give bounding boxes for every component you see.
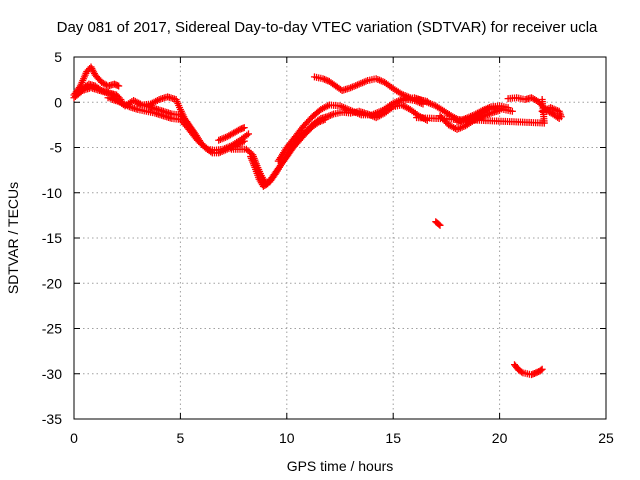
data-point	[413, 114, 421, 122]
x-tick-label: 15	[385, 430, 401, 446]
data-point	[504, 104, 512, 112]
data-point	[436, 221, 444, 229]
series-arc-g	[215, 124, 248, 144]
series-arc-f	[134, 100, 197, 136]
data-point	[328, 111, 336, 119]
data-point	[435, 220, 443, 228]
x-tick-labels: 0 5 10 15 20 25	[70, 430, 614, 446]
gridlines	[74, 57, 606, 419]
series-arc-i	[247, 115, 329, 190]
data-point	[322, 76, 330, 84]
y-tick-label: -30	[42, 366, 62, 382]
y-tick-label: -15	[42, 230, 62, 246]
data-point	[240, 124, 248, 132]
data-point	[326, 111, 334, 119]
data-point	[325, 112, 333, 120]
x-tick-label: 10	[279, 430, 295, 446]
y-tick-label: 5	[54, 49, 62, 65]
y-tick-label: 0	[54, 94, 62, 110]
data-point	[557, 113, 565, 121]
y-axis-title: SDTVAR / TECUs	[5, 182, 21, 294]
series-cluster-21h	[510, 361, 546, 379]
data-points	[70, 63, 565, 379]
series-isolated	[413, 96, 548, 127]
data-point	[321, 75, 329, 83]
y-tick-label: -20	[42, 275, 62, 291]
data-point	[315, 118, 323, 126]
data-point	[518, 368, 526, 376]
y-tick-label: -10	[42, 185, 62, 201]
data-point	[240, 137, 248, 145]
x-tick-label: 5	[177, 430, 185, 446]
chart-title: Day 081 of 2017, Sidereal Day-to-day VTE…	[57, 19, 598, 36]
x-tick-label: 0	[70, 430, 78, 446]
series-cluster-17h	[432, 218, 444, 229]
x-tick-label: 20	[492, 430, 508, 446]
data-point	[316, 117, 324, 125]
data-point	[321, 115, 329, 123]
data-point	[318, 117, 326, 125]
data-point	[234, 126, 242, 134]
series-arc-d	[104, 93, 252, 154]
data-point	[319, 75, 327, 83]
series-arc-j	[274, 95, 427, 165]
data-point	[207, 148, 215, 156]
data-point	[508, 107, 516, 115]
y-tick-label: -35	[42, 411, 62, 427]
data-point	[115, 82, 123, 90]
data-point	[188, 126, 196, 134]
data-point	[537, 366, 545, 374]
y-tick-label: -5	[50, 140, 63, 156]
y-tick-labels: 5 0 -5 -10 -15 -20 -25 -30 -35	[42, 49, 62, 427]
axis-ticks	[73, 56, 607, 420]
data-point	[244, 130, 252, 138]
data-point	[538, 365, 546, 373]
data-point	[189, 128, 197, 136]
x-tick-label: 25	[598, 430, 614, 446]
data-point	[320, 116, 328, 124]
x-axis-title: GPS time / hours	[287, 458, 394, 474]
y-tick-label: -25	[42, 321, 62, 337]
